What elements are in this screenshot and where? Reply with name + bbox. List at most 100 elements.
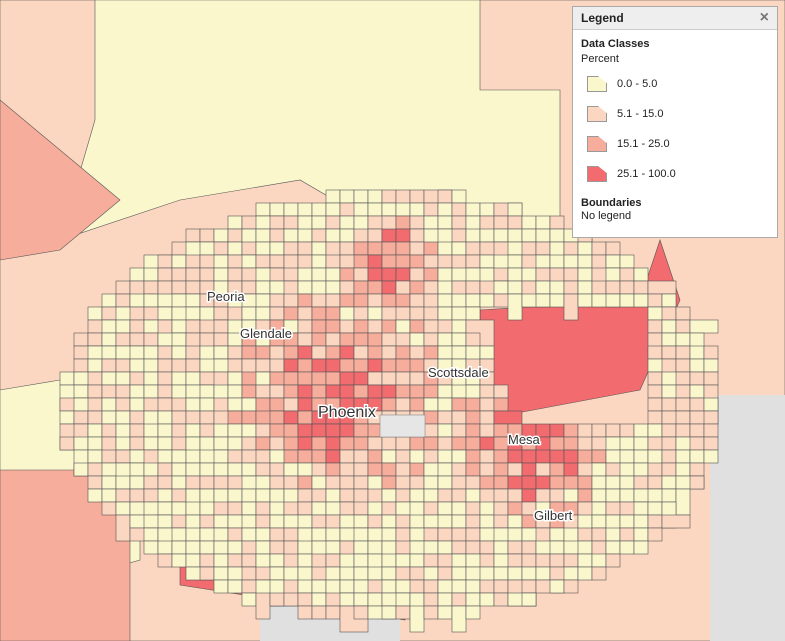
- tract: [353, 449, 369, 464]
- tract: [451, 579, 467, 594]
- tract: [451, 332, 467, 347]
- tract: [185, 410, 201, 425]
- tract: [479, 384, 495, 399]
- tract: [185, 397, 201, 412]
- tract: [465, 592, 481, 607]
- tract: [381, 449, 397, 464]
- tract: [185, 228, 201, 243]
- tract: [311, 462, 327, 477]
- tract: [339, 293, 355, 308]
- tract: [143, 423, 159, 438]
- tract: [283, 358, 299, 373]
- tract: [521, 241, 537, 256]
- tract: [451, 553, 467, 568]
- tract: [241, 566, 257, 581]
- tract: [409, 514, 425, 529]
- tract: [423, 254, 439, 269]
- tract: [87, 397, 103, 412]
- tract: [493, 228, 509, 243]
- tract: [353, 202, 369, 217]
- tract: [73, 384, 89, 399]
- tract: [283, 449, 299, 464]
- tract: [339, 462, 355, 477]
- tract: [437, 501, 453, 516]
- tract: [269, 436, 285, 451]
- tract: [255, 527, 271, 542]
- tract: [591, 241, 607, 256]
- tract: [157, 384, 173, 399]
- tract: [423, 579, 439, 594]
- tract: [661, 514, 691, 529]
- tract: [619, 514, 635, 529]
- tract: [395, 267, 411, 282]
- tract: [129, 397, 145, 412]
- tract: [87, 488, 103, 503]
- tract: [381, 566, 397, 581]
- tract: [521, 579, 537, 594]
- tract: [227, 228, 243, 243]
- tract: [297, 553, 313, 568]
- tract: [311, 345, 327, 360]
- tract: [171, 462, 187, 477]
- tract: [213, 514, 229, 529]
- tract: [199, 553, 215, 568]
- tract: [563, 488, 579, 503]
- tract: [591, 475, 607, 490]
- tract: [269, 553, 285, 568]
- tract: [479, 449, 495, 464]
- tract: [479, 423, 495, 438]
- tract: [395, 293, 411, 308]
- tract: [367, 228, 383, 243]
- tract: [129, 358, 145, 373]
- tract: [115, 501, 131, 516]
- tract: [297, 345, 313, 360]
- tract: [325, 527, 341, 542]
- tract: [255, 488, 271, 503]
- tract: [311, 293, 327, 308]
- tract: [283, 410, 299, 425]
- tract: [633, 514, 649, 529]
- tract: [297, 267, 313, 282]
- tract: [549, 579, 565, 594]
- tract: [325, 384, 341, 399]
- tract: [325, 254, 341, 269]
- tract: [563, 566, 579, 581]
- tract: [213, 527, 229, 542]
- tract: [479, 345, 495, 360]
- tract: [465, 241, 481, 256]
- tract: [297, 228, 313, 243]
- tract: [549, 293, 565, 308]
- close-button[interactable]: ×: [759, 9, 769, 26]
- tract: [437, 202, 453, 217]
- tract: [311, 202, 327, 217]
- tract: [437, 592, 453, 607]
- tract: [353, 371, 369, 386]
- tract: [493, 514, 509, 529]
- tract: [619, 540, 635, 555]
- tract: [199, 540, 215, 555]
- tract: [269, 267, 285, 282]
- tract: [227, 540, 243, 555]
- tract: [451, 241, 467, 256]
- tract: [143, 293, 159, 308]
- tract: [381, 397, 397, 412]
- tract: [129, 410, 145, 425]
- tract: [423, 384, 439, 399]
- tract: [185, 462, 201, 477]
- tract: [479, 475, 495, 490]
- tract: [255, 306, 271, 321]
- tract: [381, 280, 397, 295]
- tract: [213, 449, 229, 464]
- tract: [661, 436, 677, 451]
- tract: [689, 449, 705, 464]
- tract: [269, 384, 285, 399]
- tract: [353, 293, 369, 308]
- tract: [703, 345, 719, 360]
- tract: [703, 371, 719, 386]
- tract: [269, 410, 285, 425]
- tract: [171, 332, 187, 347]
- tract: [395, 384, 411, 399]
- tract: [101, 319, 117, 334]
- tract: [73, 332, 89, 347]
- tract: [409, 241, 425, 256]
